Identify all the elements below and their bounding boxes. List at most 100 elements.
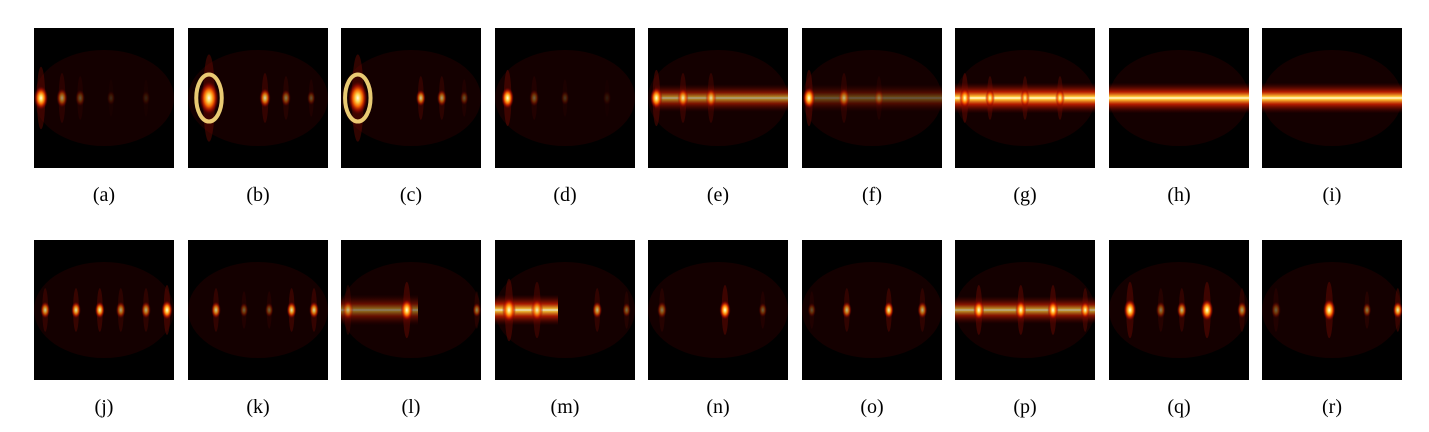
panel-j: [34, 240, 174, 380]
caption-e: (e): [706, 184, 730, 206]
bright-spot: [472, 302, 481, 318]
heatmap-r: [1262, 240, 1402, 380]
bright-spot: [560, 90, 570, 106]
bright-spot: [348, 81, 368, 115]
bright-spot: [1322, 299, 1336, 321]
bright-spot: [1271, 301, 1281, 319]
bright-spot: [281, 89, 291, 107]
panel-g: [955, 28, 1095, 168]
bright-spot: [199, 81, 219, 115]
bright-spot: [1015, 300, 1027, 320]
background-haze: [188, 50, 328, 146]
panel-h: [1109, 28, 1249, 168]
bright-spot: [141, 90, 151, 106]
bright-band: [655, 84, 788, 112]
caption-g: (g): [1013, 184, 1037, 206]
panel-b: [188, 28, 328, 168]
bright-spot: [985, 89, 995, 107]
spot-ring: [194, 72, 224, 124]
heatmap-i: [1262, 28, 1402, 168]
panel-c: [341, 28, 481, 168]
bright-spot: [1020, 89, 1030, 107]
bright-spot: [592, 301, 603, 319]
heatmap-h: [1109, 28, 1249, 168]
bright-spot: [106, 90, 116, 106]
spot-ring: [343, 72, 373, 124]
bright-spot: [807, 302, 816, 318]
bright-spot: [874, 89, 884, 107]
bright-spot: [1155, 301, 1166, 319]
bright-spot: [1176, 301, 1187, 319]
bright-spot: [115, 301, 126, 319]
bright-spot: [141, 301, 151, 319]
background-haze: [802, 262, 942, 358]
heatmap-k: [188, 240, 328, 380]
bright-spot: [259, 88, 271, 108]
panel-d: [495, 28, 635, 168]
heatmap-e: [648, 28, 788, 168]
bright-spot: [265, 302, 274, 318]
bright-spot: [602, 90, 612, 106]
bright-spot: [1047, 300, 1059, 320]
heatmap-l: [341, 240, 481, 380]
panel-p: [955, 240, 1095, 380]
caption-h: (h): [1167, 184, 1191, 206]
heatmap-d: [495, 28, 635, 168]
bright-spot: [211, 301, 221, 319]
panel-i: [1262, 28, 1402, 168]
background-haze: [648, 262, 788, 358]
bright-spot: [342, 300, 354, 320]
bright-spot: [657, 301, 667, 319]
heatmap-c: [341, 28, 481, 168]
heatmap-o: [802, 240, 942, 380]
bright-spot: [56, 88, 68, 108]
heatmap-b: [188, 28, 328, 168]
panel-r: [1262, 240, 1402, 380]
bright-spot: [1237, 301, 1247, 319]
bright-spot: [501, 87, 514, 109]
bright-band: [1109, 82, 1249, 114]
caption-o: (o): [860, 396, 884, 418]
caption-n: (n): [706, 396, 730, 418]
background-haze: [188, 262, 328, 358]
bright-spot: [802, 87, 816, 109]
heatmap-a: [34, 28, 174, 168]
bright-spot: [1080, 301, 1091, 319]
caption-p: (p): [1013, 396, 1037, 418]
background-haze: [495, 262, 635, 358]
panel-e: [648, 28, 788, 168]
bright-spot: [71, 301, 81, 319]
bright-spot: [705, 88, 717, 108]
panel-o: [802, 240, 942, 380]
bright-band: [1262, 82, 1402, 114]
caption-j: (j): [94, 396, 114, 418]
caption-r: (r): [1322, 396, 1342, 418]
bright-spot: [622, 302, 631, 318]
bright-spot: [883, 301, 894, 319]
caption-b: (b): [246, 184, 270, 206]
caption-c: (c): [399, 184, 423, 206]
caption-f: (f): [862, 184, 882, 206]
bright-spot: [307, 90, 316, 106]
caption-q: (q): [1167, 396, 1191, 418]
bright-spot: [650, 87, 663, 109]
bright-spot: [959, 88, 971, 108]
panel-q: [1109, 240, 1249, 380]
bright-spot: [838, 88, 850, 108]
bright-spot: [529, 89, 540, 107]
heatmap-m: [495, 240, 635, 380]
panel-f: [802, 28, 942, 168]
heatmap-n: [648, 240, 788, 380]
bright-spot: [530, 299, 544, 321]
bright-spot: [917, 301, 928, 319]
bright-spot: [40, 301, 51, 319]
bright-spot: [1392, 301, 1402, 319]
background-haze: [34, 50, 174, 146]
bright-spot: [1362, 302, 1372, 318]
background-haze: [341, 50, 481, 146]
caption-i: (i): [1322, 184, 1342, 206]
bright-spot: [502, 298, 516, 322]
panel-n: [648, 240, 788, 380]
bright-spot: [400, 299, 414, 321]
bright-spot: [841, 301, 852, 319]
